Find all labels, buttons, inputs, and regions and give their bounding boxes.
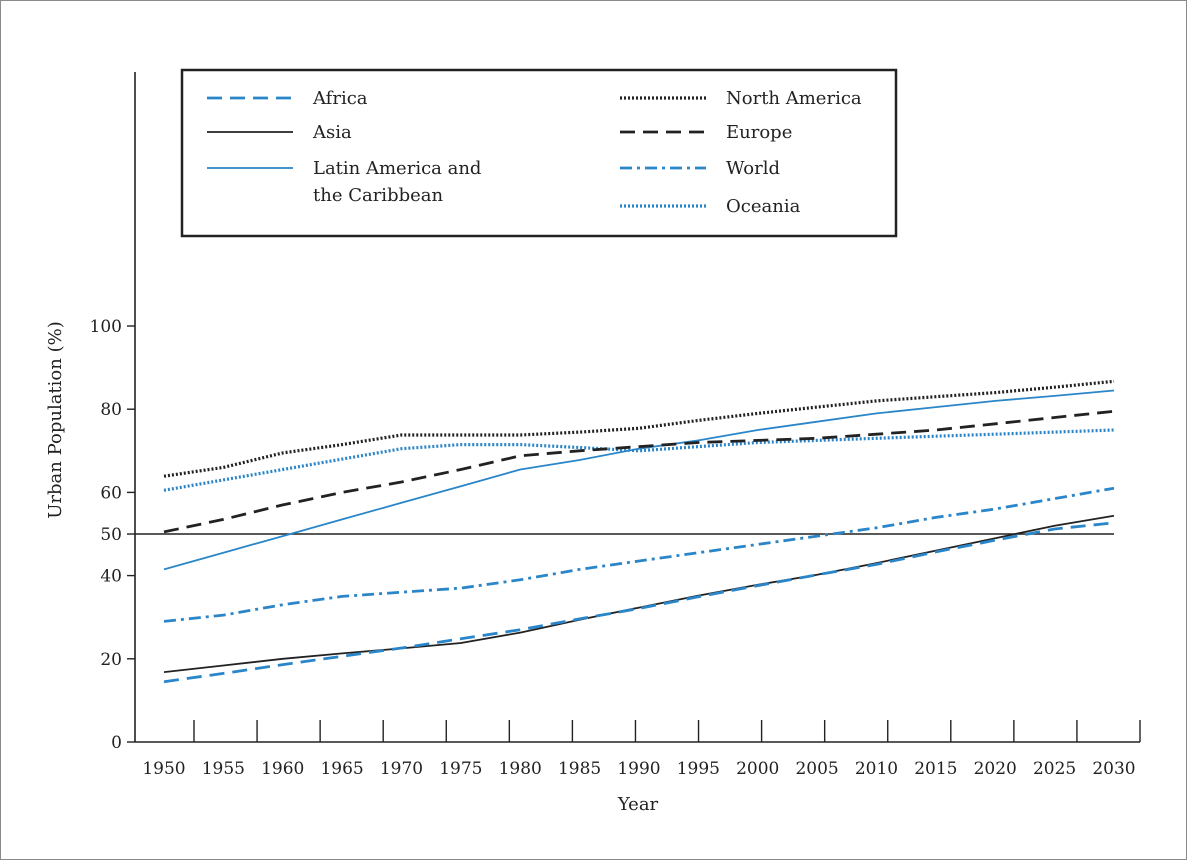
legend-label-latin-america-and-the-caribbean: Latin America and the Caribbean <box>313 158 481 206</box>
x-tick-label: 1990 <box>617 759 660 779</box>
y-tick-label: 0 <box>111 733 122 753</box>
x-tick-label: 1950 <box>142 759 185 779</box>
series-line-latin-america-and-the-caribbean <box>163 389 1115 571</box>
series-line-oceania <box>163 428 1115 492</box>
axes: 0 20 40 50 60 80 100 1950 1955 1960 1965 1970 1975 19… <box>90 72 1141 779</box>
x-tick-label: 1975 <box>439 759 482 779</box>
y-tick-label: 50 <box>100 525 122 545</box>
x-tick-label: 1995 <box>677 759 720 779</box>
x-tick-label: 1960 <box>261 759 304 779</box>
y-tick-label: 60 <box>100 483 122 503</box>
y-tick-label: 20 <box>100 650 122 670</box>
series-line-asia <box>163 514 1115 673</box>
x-tick-label: 2000 <box>736 759 779 779</box>
x-tick-label: 1980 <box>499 759 542 779</box>
x-tick-label: 2025 <box>1033 759 1076 779</box>
legend-label-africa: Africa <box>312 88 368 109</box>
x-tick-label: 2015 <box>914 759 957 779</box>
y-axis-title: Urban Population (%) <box>45 321 66 518</box>
legend: Africa Asia Latin America and the Caribbean… <box>180 68 898 238</box>
legend-label-asia: Asia <box>312 122 352 143</box>
y-tick-label: 80 <box>100 400 122 420</box>
x-axis-title: Year <box>617 794 659 815</box>
legend-label-oceania: Oceania <box>726 196 801 217</box>
x-tick-label: 2010 <box>855 759 898 779</box>
series-line-north-america <box>163 379 1115 478</box>
legend-label-europe: Europe <box>726 122 792 143</box>
x-tick-label: 2020 <box>974 759 1017 779</box>
legend-label-world: World <box>726 158 780 179</box>
x-tick-label: 1985 <box>558 759 601 779</box>
x-tick-label: 2005 <box>795 759 838 779</box>
x-tick-label: 2030 <box>1092 759 1135 779</box>
y-tick-label: 40 <box>100 567 122 587</box>
x-tick-label: 1965 <box>320 759 363 779</box>
legend-box <box>180 68 898 238</box>
x-tick-label: 1970 <box>380 759 423 779</box>
legend-label-north-america: North America <box>726 88 862 109</box>
y-tick-label: 100 <box>90 317 122 337</box>
x-tick-label: 1955 <box>202 759 245 779</box>
series-line-europe <box>163 409 1115 534</box>
series-line-world <box>163 486 1115 623</box>
series-group <box>163 379 1115 684</box>
